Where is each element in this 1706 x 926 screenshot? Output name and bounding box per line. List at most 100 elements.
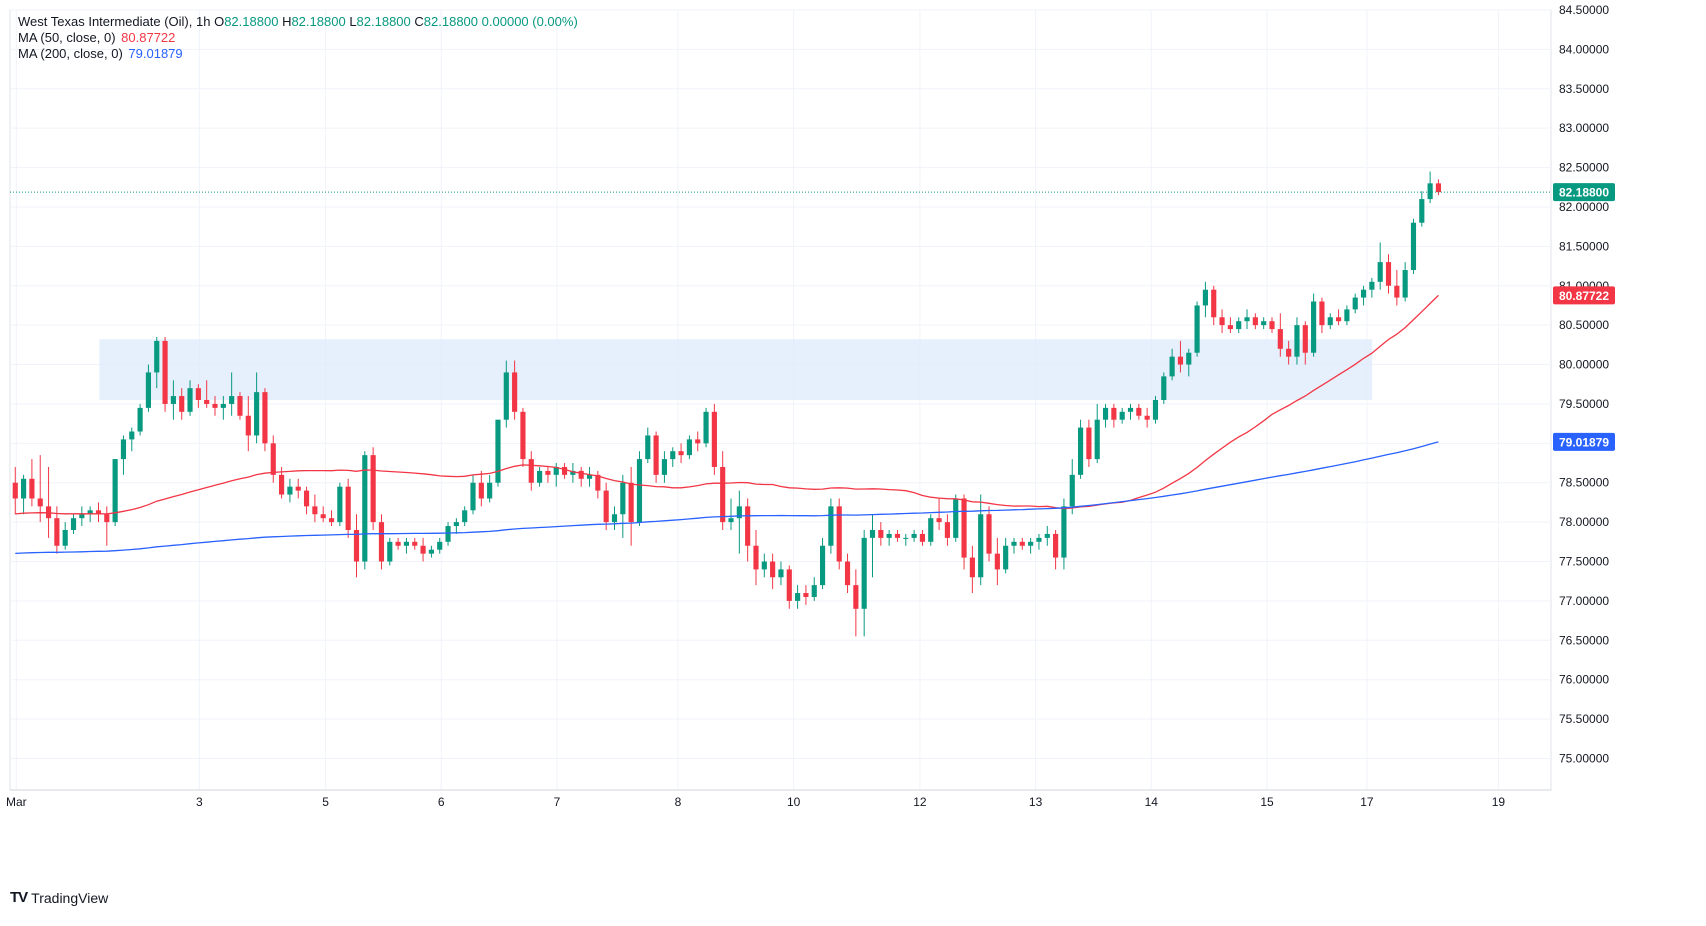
candle — [994, 537, 1000, 586]
candle — [1044, 526, 1050, 546]
candle-body — [1344, 309, 1350, 322]
candle-body — [237, 396, 243, 416]
candle — [387, 537, 393, 566]
x-tick-label: 19 — [1492, 795, 1506, 809]
candle — [229, 372, 235, 416]
candle — [1252, 313, 1258, 330]
candle — [478, 470, 484, 507]
ma50-badge-bg — [1553, 286, 1615, 305]
candle-body — [761, 561, 767, 570]
candle — [978, 494, 984, 586]
candle — [1385, 254, 1392, 294]
x-tick-label: 12 — [913, 795, 927, 809]
tradingview-brand[interactable]: TV TradingView — [10, 889, 108, 906]
y-tick-label: 76.00000 — [1559, 673, 1609, 687]
candle — [220, 396, 226, 420]
candle — [1069, 459, 1075, 515]
candle-body — [1269, 321, 1275, 330]
ma200-value: 79.01879 — [128, 46, 183, 61]
y-tick-label: 81.50000 — [1559, 239, 1609, 253]
candle — [695, 431, 701, 452]
candle-body — [728, 518, 734, 523]
candle — [545, 466, 551, 483]
candle-body — [1169, 356, 1175, 377]
candle — [21, 474, 27, 515]
resistance-zone — [99, 339, 1373, 400]
candle — [62, 522, 68, 550]
candle-body — [1077, 427, 1084, 475]
candle — [120, 435, 127, 475]
x-tick-label: 8 — [675, 795, 682, 809]
y-tick-label: 78.00000 — [1559, 515, 1609, 529]
candle — [803, 585, 809, 605]
chart-legend: West Texas Intermediate (Oil), 1h O82.18… — [18, 14, 578, 62]
candle-body — [1311, 301, 1317, 353]
candle — [1119, 407, 1125, 424]
candle-body — [1053, 533, 1059, 558]
legend-ma50-row[interactable]: MA (50, close, 0) 80.87722 — [18, 30, 578, 46]
candle — [1094, 403, 1100, 464]
candle-body — [470, 482, 476, 511]
candle-body — [1219, 317, 1225, 326]
candle-body — [1302, 325, 1308, 353]
candle-body — [478, 482, 484, 499]
candle — [844, 553, 851, 594]
tradingview-logo-icon: TV — [10, 889, 28, 906]
candle-body — [528, 459, 534, 483]
ma200-badge-bg — [1553, 432, 1615, 451]
candle — [179, 388, 185, 420]
candle-body — [886, 533, 892, 538]
candle-body — [903, 537, 909, 539]
candle — [1102, 403, 1109, 428]
candle — [37, 455, 43, 523]
candle — [811, 577, 817, 601]
candle-body — [1327, 317, 1333, 326]
tradingview-name: TradingView — [31, 889, 109, 906]
candle — [561, 463, 568, 479]
candle-body — [520, 411, 526, 460]
candle-body — [944, 522, 950, 538]
candle-body — [1335, 317, 1342, 322]
candle — [1261, 317, 1267, 330]
candle — [1360, 285, 1367, 306]
candle-body — [245, 415, 251, 436]
legend-ma200-row[interactable]: MA (200, close, 0) 79.01879 — [18, 46, 578, 62]
legend-symbol-row: West Texas Intermediate (Oil), 1h O82.18… — [18, 14, 578, 29]
candle — [362, 451, 368, 570]
ma200-badge: 79.01879 — [1559, 435, 1609, 449]
candle-body — [95, 510, 102, 515]
candle — [886, 530, 892, 546]
ma200-label: MA (200, close, 0) — [18, 46, 123, 61]
candle-body — [1360, 289, 1367, 298]
candle — [936, 498, 942, 530]
candle-body — [603, 490, 609, 523]
candle-body — [961, 498, 967, 558]
candle-body — [1294, 325, 1300, 357]
candle-body — [986, 514, 992, 554]
candle — [953, 494, 959, 542]
candle-body — [611, 514, 618, 523]
candle — [95, 502, 102, 523]
candle — [1169, 348, 1175, 381]
candle — [1177, 340, 1184, 373]
ma200-line — [15, 441, 1439, 555]
candle — [1369, 277, 1375, 298]
candle-body — [1011, 541, 1017, 546]
candle — [578, 466, 584, 487]
candle — [254, 372, 260, 444]
y-tick-label: 78.50000 — [1559, 476, 1609, 490]
candle-body — [919, 533, 926, 542]
candle-body — [1094, 419, 1100, 460]
candle-body — [969, 557, 975, 578]
candle — [1161, 372, 1167, 404]
candle — [1344, 305, 1350, 326]
candle-body — [1194, 305, 1200, 353]
candle-body — [412, 541, 418, 546]
ohlc-close: C82.18800 — [414, 14, 479, 29]
y-tick-label: 75.50000 — [1559, 712, 1609, 726]
candle-body — [270, 443, 276, 475]
candle — [636, 451, 643, 527]
candle-body — [811, 585, 817, 597]
